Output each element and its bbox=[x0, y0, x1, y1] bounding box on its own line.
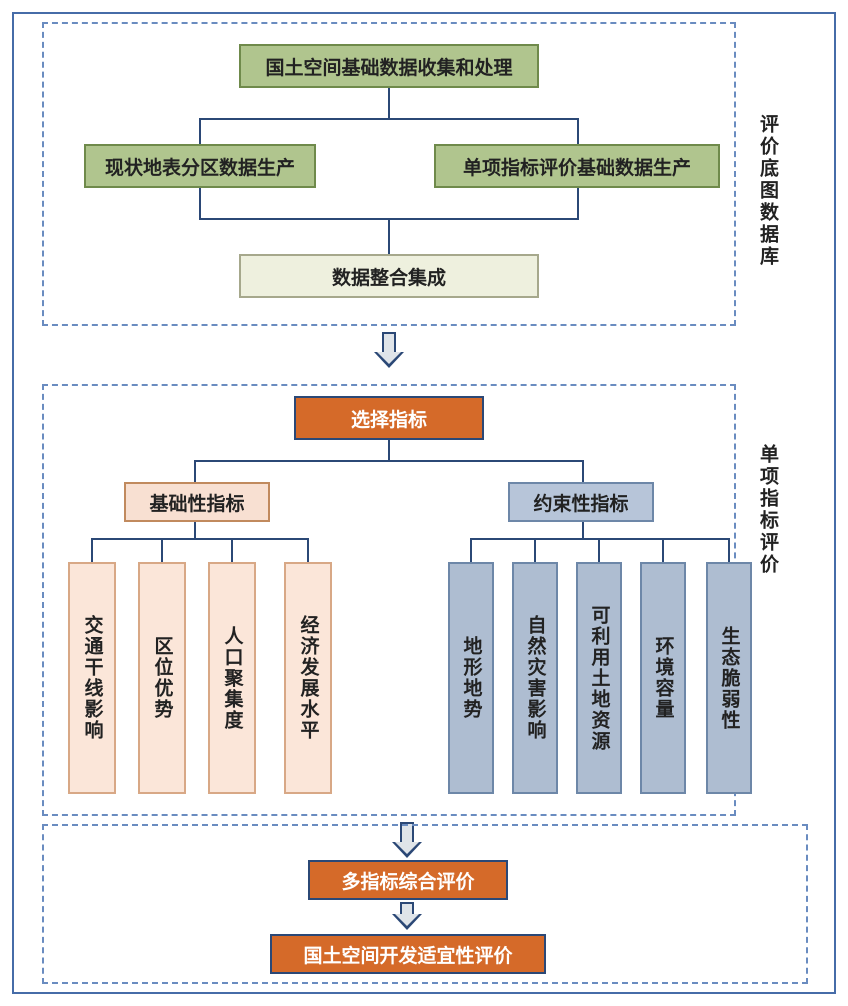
connector bbox=[598, 538, 600, 562]
section2-label: 单项指标评价 bbox=[754, 444, 781, 576]
vbox-basic-1: 区位优势 bbox=[138, 562, 186, 794]
box-select-index: 选择指标 bbox=[294, 396, 484, 440]
vbox-constraint-4: 生态脆弱性 bbox=[706, 562, 752, 794]
connector bbox=[728, 538, 730, 562]
vbox-basic-2: 人口聚集度 bbox=[208, 562, 256, 794]
connector bbox=[307, 538, 309, 562]
connector bbox=[534, 538, 536, 562]
connector bbox=[194, 522, 196, 538]
box-integration: 数据整合集成 bbox=[239, 254, 539, 298]
connector bbox=[662, 538, 664, 562]
connector bbox=[577, 118, 579, 144]
connector bbox=[231, 538, 233, 562]
connector bbox=[91, 538, 93, 562]
section1-label: 评价底图数据库 bbox=[754, 114, 781, 268]
outer-frame: 评价底图数据库 国土空间基础数据收集和处理 现状地表分区数据生产 单项指标评价基… bbox=[12, 12, 836, 994]
vbox-basic-0: 交通干线影响 bbox=[68, 562, 116, 794]
box-single-index-data: 单项指标评价基础数据生产 bbox=[434, 144, 720, 188]
connector bbox=[388, 440, 390, 460]
connector bbox=[194, 460, 584, 462]
vbox-constraint-2: 可利用土地资源 bbox=[576, 562, 622, 794]
connector bbox=[388, 218, 390, 254]
connector bbox=[161, 538, 163, 562]
connector bbox=[199, 188, 201, 218]
box-constraint-label: 约束性指标 bbox=[508, 482, 654, 522]
box-final-eval: 国土空间开发适宜性评价 bbox=[270, 934, 546, 974]
connector bbox=[194, 460, 196, 482]
connector bbox=[91, 538, 309, 540]
vbox-basic-3: 经济发展水平 bbox=[284, 562, 332, 794]
box-surface-zone: 现状地表分区数据生产 bbox=[84, 144, 316, 188]
connector bbox=[582, 460, 584, 482]
arrow-down-icon bbox=[392, 902, 422, 930]
connector bbox=[582, 522, 584, 538]
box-multi-eval: 多指标综合评价 bbox=[308, 860, 508, 900]
connector bbox=[199, 118, 201, 144]
vbox-constraint-3: 环境容量 bbox=[640, 562, 686, 794]
box-data-collection: 国土空间基础数据收集和处理 bbox=[239, 44, 539, 88]
connector bbox=[388, 88, 390, 118]
connector bbox=[577, 188, 579, 218]
connector bbox=[470, 538, 472, 562]
vbox-constraint-0: 地形地势 bbox=[448, 562, 494, 794]
connector bbox=[199, 118, 579, 120]
box-basic-label: 基础性指标 bbox=[124, 482, 270, 522]
vbox-constraint-1: 自然灾害影响 bbox=[512, 562, 558, 794]
arrow-down-icon bbox=[374, 332, 404, 368]
connector bbox=[470, 538, 730, 540]
